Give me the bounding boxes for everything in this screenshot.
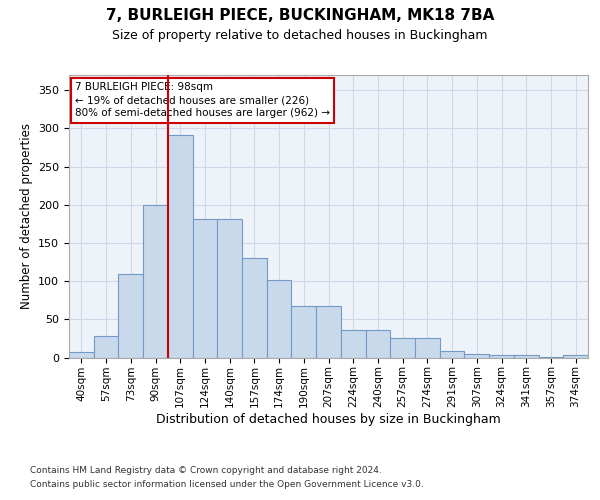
Text: 7 BURLEIGH PIECE: 98sqm
← 19% of detached houses are smaller (226)
80% of semi-d: 7 BURLEIGH PIECE: 98sqm ← 19% of detache… xyxy=(75,82,330,118)
Bar xyxy=(563,355,588,358)
Bar xyxy=(193,218,217,358)
Text: 7, BURLEIGH PIECE, BUCKINGHAM, MK18 7BA: 7, BURLEIGH PIECE, BUCKINGHAM, MK18 7BA xyxy=(106,8,494,22)
Bar xyxy=(514,355,539,358)
Bar xyxy=(341,330,365,357)
Text: Size of property relative to detached houses in Buckingham: Size of property relative to detached ho… xyxy=(112,29,488,42)
Bar xyxy=(390,338,415,357)
Bar xyxy=(539,356,563,358)
Bar xyxy=(242,258,267,358)
Bar xyxy=(217,218,242,358)
Bar xyxy=(365,330,390,357)
Bar xyxy=(415,338,440,357)
Bar xyxy=(464,354,489,358)
Text: Contains public sector information licensed under the Open Government Licence v3: Contains public sector information licen… xyxy=(30,480,424,489)
Text: Contains HM Land Registry data © Crown copyright and database right 2024.: Contains HM Land Registry data © Crown c… xyxy=(30,466,382,475)
Bar xyxy=(94,336,118,357)
Bar xyxy=(168,134,193,358)
Bar xyxy=(118,274,143,357)
Y-axis label: Number of detached properties: Number of detached properties xyxy=(20,123,32,309)
Bar xyxy=(489,355,514,358)
Bar xyxy=(267,280,292,357)
Bar xyxy=(292,306,316,358)
Bar xyxy=(143,205,168,358)
Bar xyxy=(69,352,94,358)
Text: Distribution of detached houses by size in Buckingham: Distribution of detached houses by size … xyxy=(157,412,501,426)
Bar xyxy=(440,350,464,358)
Bar xyxy=(316,306,341,358)
